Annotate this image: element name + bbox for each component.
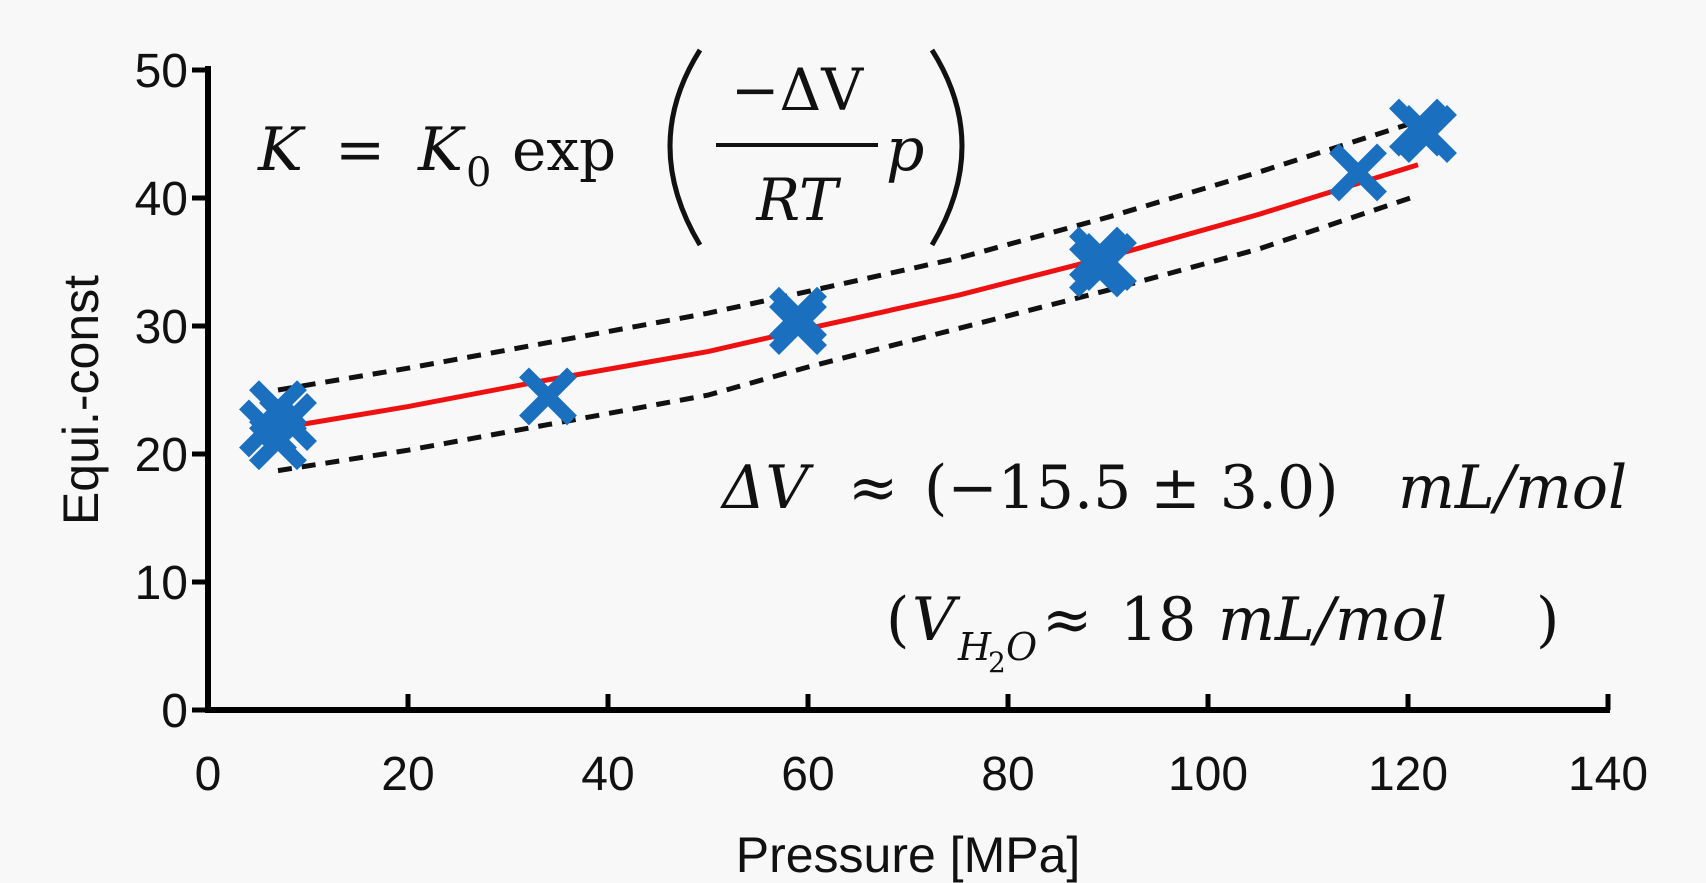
formula-k0: K	[417, 115, 466, 185]
data-point	[1399, 105, 1457, 163]
confidence-bounds	[277, 118, 1419, 474]
formula-k0-subscript: 0	[466, 150, 491, 196]
water-sub-o: O	[1006, 625, 1037, 669]
x-tick-labels: 0 20 40 60 80 100 120 140	[195, 748, 1648, 801]
formula-numerator: −ΔV	[731, 56, 864, 124]
data-markers	[239, 98, 1457, 471]
y-axis-title: Equi.-const	[53, 275, 109, 525]
x-tick-label: 140	[1568, 748, 1648, 801]
formula-annotation: K = K 0 exp −ΔV RT p	[257, 48, 965, 247]
water-sub-h: H	[957, 625, 992, 669]
formula-exp: exp	[512, 116, 616, 184]
data-point	[769, 286, 827, 345]
x-tick-label: 0	[195, 748, 222, 801]
x-tick-label: 120	[1368, 748, 1448, 801]
water-sub-2: 2	[988, 646, 1006, 679]
formula-lhs: K	[257, 115, 306, 185]
formula-var: p	[886, 115, 924, 185]
fit-line	[277, 162, 1419, 431]
data-point	[519, 367, 577, 426]
formula-denominator: RT	[755, 166, 842, 234]
axis-ticks	[192, 67, 1611, 713]
x-axis-title: Pressure [MPa]	[736, 827, 1081, 883]
x-tick-label: 80	[981, 748, 1034, 801]
delta-v-lhs: ΔV	[720, 453, 814, 523]
delta-v-approx: ≈	[848, 453, 898, 523]
data-point	[1329, 143, 1387, 202]
y-tick-label: 0	[161, 685, 188, 738]
x-tick-label: 60	[781, 748, 834, 801]
water-paren-open: (	[886, 585, 909, 655]
water-v: V	[912, 585, 961, 655]
delta-v-unit: mL/mol	[1398, 453, 1627, 523]
x-tick-label: 100	[1168, 748, 1248, 801]
bound-upper-line	[277, 118, 1419, 393]
y-tick-label: 40	[135, 173, 188, 226]
y-tick-label: 30	[135, 301, 188, 354]
y-tick-label: 10	[135, 557, 188, 610]
water-volume-annotation: ( V H 2 O ≈ 18 mL/mol )	[886, 585, 1559, 679]
delta-v-annotation: ΔV ≈ (−15.5 ± 3.0) mL/mol	[720, 453, 1627, 523]
data-point	[1079, 233, 1137, 291]
bound-lower-line	[277, 193, 1419, 474]
y-tick-label: 20	[135, 429, 188, 482]
formula-paren-right	[929, 48, 965, 247]
y-tick-labels: 0 10 20 30 40 50	[135, 45, 188, 738]
water-paren-close: )	[1536, 585, 1559, 655]
data-point	[259, 393, 317, 451]
water-approx: ≈	[1042, 585, 1092, 655]
data-point	[769, 297, 827, 355]
x-tick-label: 40	[581, 748, 634, 801]
formula-equals: =	[335, 115, 385, 185]
fit-curve	[277, 162, 1419, 431]
delta-v-value: (−15.5 ± 3.0)	[924, 453, 1339, 523]
formula-paren-left	[667, 48, 703, 247]
y-tick-label: 50	[135, 45, 188, 98]
water-value: 18	[1120, 585, 1196, 655]
x-tick-label: 20	[381, 748, 434, 801]
water-unit: mL/mol	[1218, 585, 1447, 655]
